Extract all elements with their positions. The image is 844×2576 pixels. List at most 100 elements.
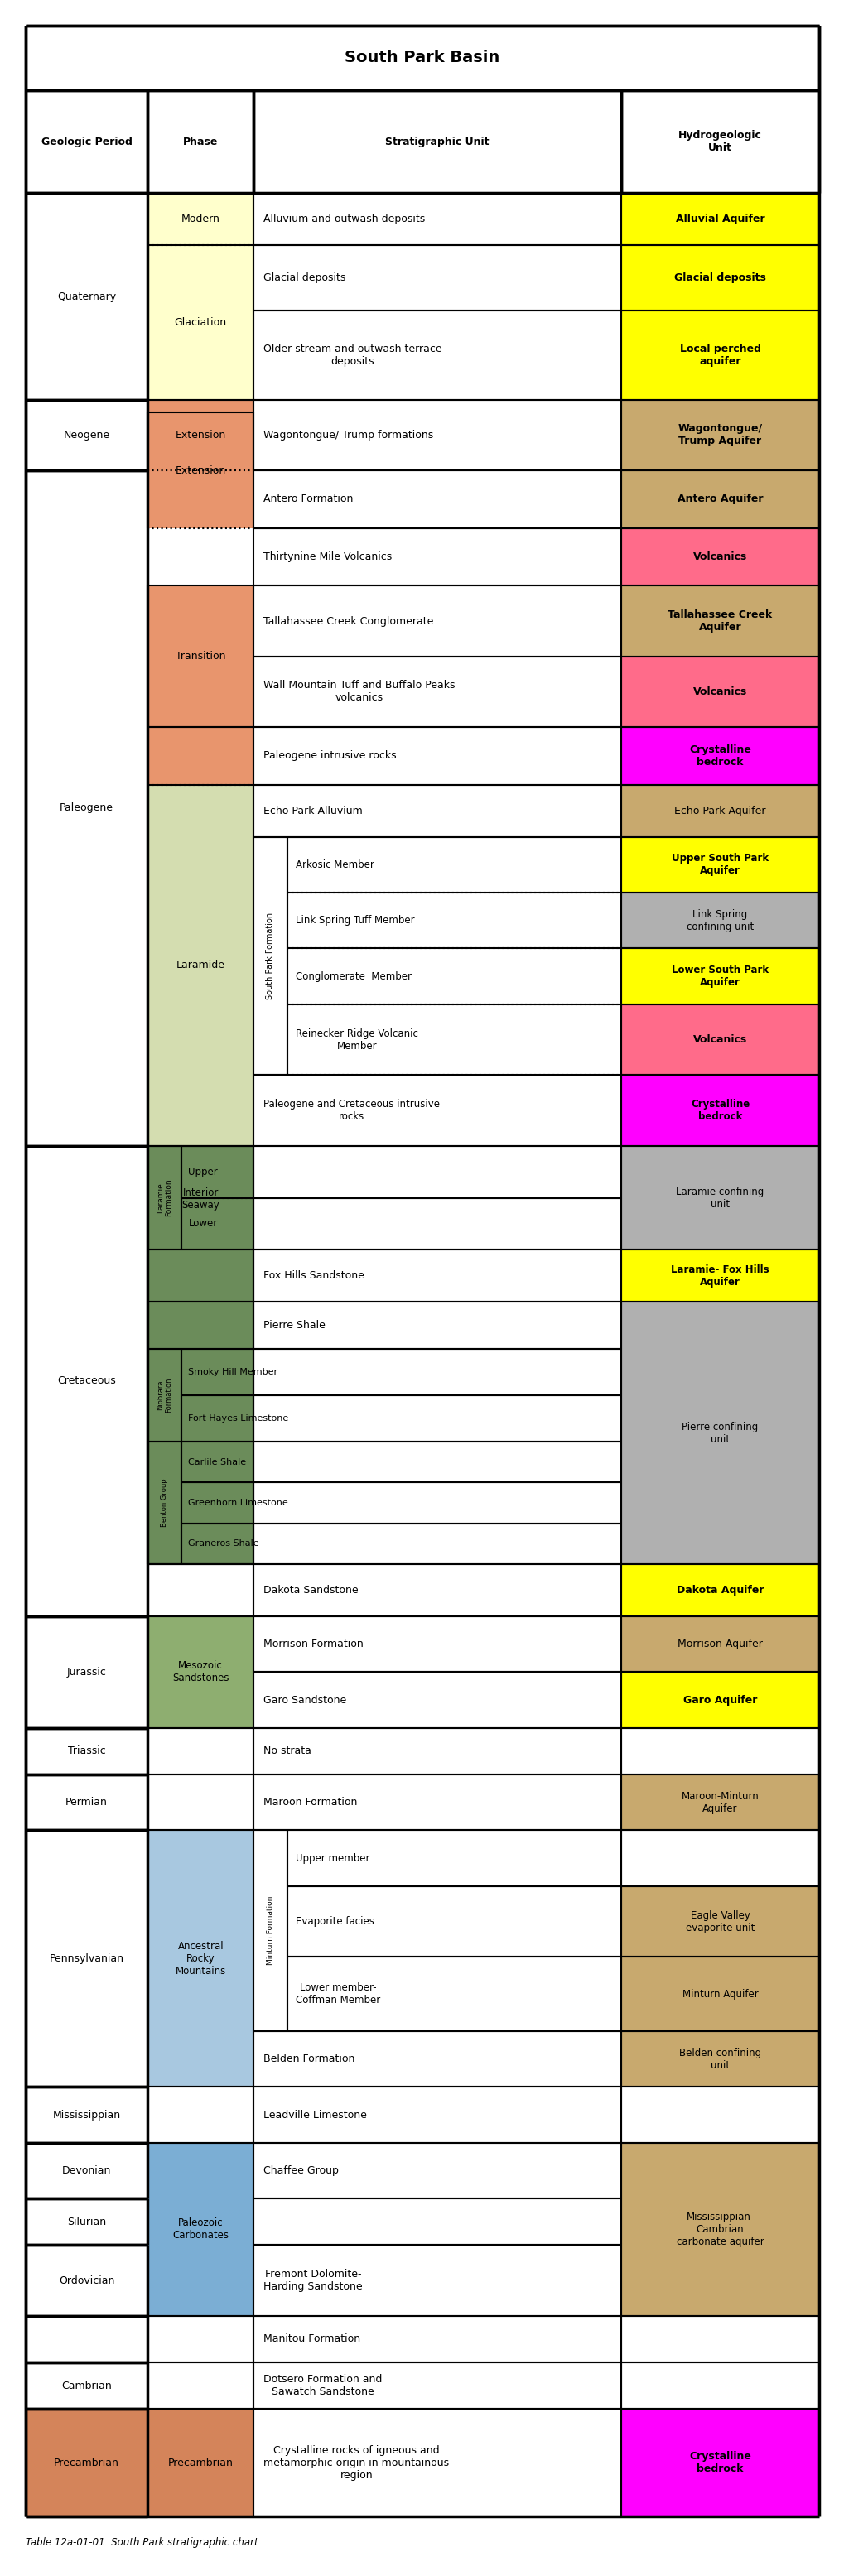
Bar xyxy=(25,1146,148,1615)
Text: Crystalline
bedrock: Crystalline bedrock xyxy=(689,2452,750,2476)
Text: Pierre confining
unit: Pierre confining unit xyxy=(681,1422,758,1445)
Text: Fox Hills Sandstone: Fox Hills Sandstone xyxy=(263,1270,364,1280)
Bar xyxy=(620,1886,819,1958)
Bar xyxy=(620,2032,819,2087)
Text: Cretaceous: Cretaceous xyxy=(57,1376,116,1386)
Text: Lower: Lower xyxy=(188,1218,218,1229)
Text: Alluvium and outwash deposits: Alluvium and outwash deposits xyxy=(263,214,425,224)
Bar xyxy=(148,1615,253,1728)
Bar xyxy=(620,245,819,309)
Text: Upper South Park
Aquifer: Upper South Park Aquifer xyxy=(671,853,768,876)
Text: Upper: Upper xyxy=(188,1167,218,1177)
Text: Minturn Aquifer: Minturn Aquifer xyxy=(682,1989,757,1999)
Text: Jurassic: Jurassic xyxy=(67,1667,106,1677)
Text: Lower South Park
Aquifer: Lower South Park Aquifer xyxy=(671,966,768,989)
Bar xyxy=(25,2087,148,2143)
Text: Hydrogeologic
Unit: Hydrogeologic Unit xyxy=(678,129,761,155)
Text: Ancestral
Rocky
Mountains: Ancestral Rocky Mountains xyxy=(175,1940,226,1976)
Bar xyxy=(148,2143,253,2316)
Bar xyxy=(148,1347,181,1443)
Bar xyxy=(25,1615,148,1728)
Text: Laramie
Formation: Laramie Formation xyxy=(156,1180,173,1216)
Text: Eagle Valley
evaporite unit: Eagle Valley evaporite unit xyxy=(685,1909,754,1932)
Text: Antero Aquifer: Antero Aquifer xyxy=(677,495,762,505)
Text: Geologic Period: Geologic Period xyxy=(41,137,132,147)
Text: Precambrian: Precambrian xyxy=(54,2458,119,2468)
Bar xyxy=(620,585,819,657)
Text: Tallahassee Creek
Aquifer: Tallahassee Creek Aquifer xyxy=(668,611,771,634)
Text: Volcanics: Volcanics xyxy=(693,551,746,562)
Text: No strata: No strata xyxy=(263,1747,311,1757)
Bar xyxy=(620,471,819,528)
Text: Transition: Transition xyxy=(176,652,225,662)
Bar xyxy=(25,471,148,1146)
Text: Mississippian: Mississippian xyxy=(52,2110,121,2120)
Text: Conglomerate  Member: Conglomerate Member xyxy=(295,971,411,981)
Bar xyxy=(25,2246,148,2316)
Bar xyxy=(620,1775,819,1832)
Bar xyxy=(25,1728,148,1775)
Text: Interior
Seaway: Interior Seaway xyxy=(181,1188,219,1211)
Text: Chaffee Group: Chaffee Group xyxy=(263,2166,338,2177)
Bar xyxy=(25,1832,148,2087)
Bar xyxy=(148,193,253,245)
Bar xyxy=(620,786,819,837)
Text: Modern: Modern xyxy=(181,214,219,224)
Text: Arkosic Member: Arkosic Member xyxy=(295,860,374,871)
Bar xyxy=(253,837,287,1074)
Text: Crystalline rocks of igneous and
metamorphic origin in mountainous
region: Crystalline rocks of igneous and metamor… xyxy=(263,2445,449,2481)
Bar xyxy=(620,193,819,245)
Text: Pierre Shale: Pierre Shale xyxy=(263,1319,325,1332)
Bar xyxy=(25,26,819,90)
Text: Greenhorn Limestone: Greenhorn Limestone xyxy=(188,1499,288,1507)
Text: Dakota Aquifer: Dakota Aquifer xyxy=(676,1584,763,1595)
Text: Quaternary: Quaternary xyxy=(57,291,116,301)
Text: South Park Basin: South Park Basin xyxy=(344,49,500,67)
Text: Link Spring Tuff Member: Link Spring Tuff Member xyxy=(295,914,414,925)
Text: Antero Formation: Antero Formation xyxy=(263,495,353,505)
Text: Link Spring
confining unit: Link Spring confining unit xyxy=(686,909,753,933)
Text: Permian: Permian xyxy=(66,1798,107,1808)
Text: Paleogene: Paleogene xyxy=(60,804,113,814)
Bar xyxy=(148,585,253,726)
Text: Laramide: Laramide xyxy=(176,961,225,971)
Bar xyxy=(620,1615,819,1672)
Text: Tallahassee Creek Conglomerate: Tallahassee Creek Conglomerate xyxy=(263,616,433,626)
Text: Silurian: Silurian xyxy=(67,2215,106,2228)
Text: Smoky Hill Member: Smoky Hill Member xyxy=(188,1368,278,1376)
Text: Glaciation: Glaciation xyxy=(175,317,226,327)
Text: Extension: Extension xyxy=(175,466,226,477)
Bar xyxy=(620,657,819,726)
Bar xyxy=(25,399,148,471)
Text: Niobrara
Formation: Niobrara Formation xyxy=(156,1378,173,1412)
Bar xyxy=(148,1146,253,1564)
Bar xyxy=(620,1074,819,1146)
Text: Dakota Sandstone: Dakota Sandstone xyxy=(263,1584,358,1595)
Bar xyxy=(148,245,253,399)
Bar xyxy=(620,837,819,894)
Bar xyxy=(620,528,819,585)
Text: Wagontongue/
Trump Aquifer: Wagontongue/ Trump Aquifer xyxy=(677,422,762,446)
Bar xyxy=(620,1301,819,1564)
Text: Echo Park Aquifer: Echo Park Aquifer xyxy=(674,806,766,817)
Text: Graneros Shale: Graneros Shale xyxy=(188,1540,259,1548)
Bar xyxy=(148,1146,181,1249)
Text: Carlile Shale: Carlile Shale xyxy=(188,1458,246,1466)
Text: Benton Group: Benton Group xyxy=(161,1479,168,1528)
Bar xyxy=(25,90,819,193)
Bar xyxy=(620,1249,819,1301)
Bar xyxy=(620,399,819,471)
Text: Paleogene intrusive rocks: Paleogene intrusive rocks xyxy=(263,750,396,762)
Text: Fort Hayes Limestone: Fort Hayes Limestone xyxy=(188,1414,289,1422)
Text: Cambrian: Cambrian xyxy=(62,2380,111,2391)
Text: Garo Aquifer: Garo Aquifer xyxy=(683,1695,756,1705)
Text: Dotsero Formation and
Sawatch Sandstone: Dotsero Formation and Sawatch Sandstone xyxy=(263,2375,382,2398)
Text: Echo Park Alluvium: Echo Park Alluvium xyxy=(263,806,362,817)
Bar xyxy=(620,2409,819,2517)
Text: Paleozoic
Carbonates: Paleozoic Carbonates xyxy=(172,2218,229,2241)
Text: Glacial deposits: Glacial deposits xyxy=(263,273,345,283)
Text: Volcanics: Volcanics xyxy=(693,1036,746,1046)
Bar xyxy=(620,948,819,1005)
Text: Laramie confining
unit: Laramie confining unit xyxy=(675,1185,764,1208)
Text: South Park Formation: South Park Formation xyxy=(266,912,274,999)
